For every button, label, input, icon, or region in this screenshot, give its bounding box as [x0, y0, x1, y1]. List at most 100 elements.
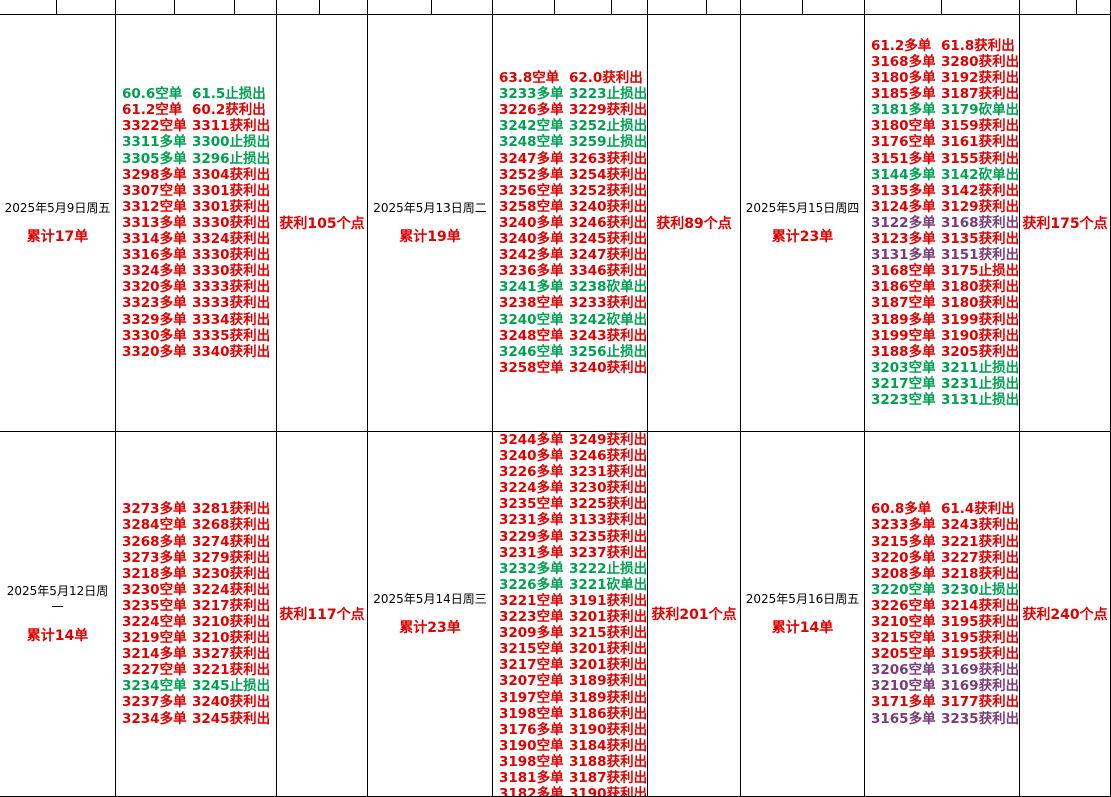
- trade-exit: 3180获利出: [941, 295, 1020, 312]
- trade-exit: 3230获利出: [192, 565, 271, 582]
- trade-entry: 3230空单: [122, 581, 187, 598]
- date-label: 2025年5月13日周二: [373, 201, 487, 215]
- trade-entry: 3258空单: [499, 359, 564, 376]
- trade-line: 3240空单 3242砍单出: [493, 312, 647, 328]
- trade-entry: 3122多单: [871, 214, 936, 231]
- trade-entry: 3320多单: [122, 279, 187, 296]
- trade-exit: 3186获利出: [569, 705, 648, 722]
- trade-entry: 3244多单: [499, 432, 564, 448]
- trade-line: 3226空单 3214获利出: [865, 598, 1019, 614]
- trade-entry: 3305多单: [122, 150, 187, 167]
- trade-line: 3231多单 3237获利出: [493, 545, 647, 561]
- trade-line: 3235空单 3225获利出: [493, 496, 647, 512]
- trade-exit: 3155获利出: [941, 150, 1020, 167]
- trade-exit: 3179砍单出: [941, 102, 1020, 119]
- header-cell: [277, 0, 320, 15]
- trade-entry: 3224多单: [499, 480, 564, 497]
- trade-line: 3230空单 3224获利出: [116, 582, 276, 598]
- trade-line: 3223空单 3131止损出: [865, 392, 1019, 408]
- trade-line: 3165多单 3235获利出: [865, 711, 1019, 727]
- trade-line: 3247多单 3263获利出: [493, 151, 647, 167]
- trade-line: 3208多单 3218获利出: [865, 566, 1019, 582]
- trade-entry: 3223空单: [499, 609, 564, 626]
- trade-line: 3209多单 3215获利出: [493, 625, 647, 641]
- date-cell: 2025年5月13日周二 累计19单: [368, 15, 493, 432]
- trade-exit: 3280获利出: [941, 54, 1020, 71]
- trade-exit: 3304获利出: [192, 166, 271, 183]
- trade-line: 3236多单 3346获利出: [493, 263, 647, 279]
- trade-entry: 3217空单: [871, 375, 936, 392]
- trade-line: 3242空单 3252止损出: [493, 118, 647, 134]
- trade-exit: 3169获利出: [941, 678, 1020, 695]
- trade-entry: 3217空单: [499, 657, 564, 674]
- trade-entry: 61.2空单: [122, 102, 183, 119]
- profit-label: 获利240个点: [1022, 607, 1108, 623]
- trade-entry: 3311多单: [122, 134, 187, 151]
- header-cell: [741, 0, 803, 15]
- date-label: 2025年5月12日周一: [6, 584, 109, 614]
- trade-exit: 3296止损出: [192, 150, 271, 167]
- trade-exit: 3211止损出: [941, 359, 1020, 376]
- trade-exit: 3324获利出: [192, 231, 271, 248]
- trade-exit: 3301获利出: [192, 182, 271, 199]
- trade-exit: 3195获利出: [941, 614, 1020, 630]
- trade-entry: 3240多单: [499, 448, 564, 465]
- header-cell: [116, 0, 175, 15]
- trade-entry: 3234多单: [122, 710, 187, 727]
- trade-line: 3307空单 3301获利出: [116, 183, 276, 199]
- trade-exit: 3235获利出: [941, 710, 1020, 727]
- trade-line: 3180多单 3192获利出: [865, 70, 1019, 86]
- trade-entry: 3198空单: [499, 705, 564, 722]
- trade-line: 3180空单 3159获利出: [865, 118, 1019, 134]
- trade-line: 3223空单 3201获利出: [493, 609, 647, 625]
- trade-line: 3131多单 3151获利出: [865, 247, 1019, 263]
- header-cell: [432, 0, 493, 15]
- trade-line: 3217空单 3201获利出: [493, 657, 647, 673]
- header-cell: [368, 0, 432, 15]
- trade-exit: 3330获利出: [192, 214, 271, 231]
- trade-entry: 3220多单: [871, 549, 936, 566]
- trade-exit: 3330获利出: [192, 263, 271, 280]
- header-cell: [555, 0, 612, 15]
- trade-exit: 3224获利出: [192, 581, 271, 598]
- trade-line: 3168多单 3280获利出: [865, 54, 1019, 70]
- date-cell: 2025年5月9日周五 累计17单: [0, 15, 116, 432]
- trade-exit: 3188获利出: [569, 753, 648, 770]
- trade-exit: 3245获利出: [569, 231, 648, 248]
- trade-entry: 3238空单: [499, 295, 564, 312]
- trade-line: 3227空单 3221获利出: [116, 662, 276, 678]
- trade-entry: 3207空单: [499, 673, 564, 690]
- trade-entry: 3214多单: [122, 646, 187, 663]
- trade-line: 3171多单 3177获利出: [865, 694, 1019, 710]
- trades-cell: 3244多单 3249获利出 3240多单 3246获利出 3226多单 3231获利出 3…: [493, 432, 648, 797]
- trade-entry: 3234空单: [122, 678, 187, 695]
- trade-entry: 3181多单: [499, 769, 564, 786]
- profit-cell: 获利240个点: [1020, 432, 1111, 797]
- trade-exit: 3281获利出: [192, 501, 271, 518]
- trade-exit: 3221获利出: [192, 662, 271, 679]
- trade-entry: 3246空单: [499, 343, 564, 360]
- trade-line: 3198空单 3188获利出: [493, 754, 647, 770]
- trade-entry: 3233多单: [499, 86, 564, 103]
- trade-entry: 3124多单: [871, 198, 936, 215]
- header-cell: [175, 0, 235, 15]
- trade-exit: 3175止损出: [941, 263, 1020, 280]
- trade-entry: 61.2多单: [871, 37, 932, 54]
- trade-line: 3258空单 3240获利出: [493, 360, 647, 376]
- trade-line: 3248空单 3243获利出: [493, 328, 647, 344]
- order-count: 累计19单: [399, 229, 461, 245]
- trade-entry: 3227空单: [122, 662, 187, 679]
- trade-line: 3214多单 3327获利出: [116, 646, 276, 662]
- trade-entry: 3151多单: [871, 150, 936, 167]
- trade-exit: 61.5止损出: [192, 86, 266, 103]
- trade-line: 63.8空单 62.0获利出: [493, 70, 647, 86]
- trade-exit: 3242砍单出: [569, 311, 648, 328]
- trade-line: 3248空单 3259止损出: [493, 134, 647, 150]
- trade-line: 3123多单 3135获利出: [865, 231, 1019, 247]
- trade-line: 3185多单 3187获利出: [865, 86, 1019, 102]
- trade-exit: 3189获利出: [569, 673, 648, 690]
- trade-exit: 3311获利出: [192, 118, 271, 135]
- trade-line: 3268多单 3274获利出: [116, 534, 276, 550]
- trade-exit: 3177获利出: [941, 694, 1020, 711]
- trade-line: 3233多单 3223止损出: [493, 86, 647, 102]
